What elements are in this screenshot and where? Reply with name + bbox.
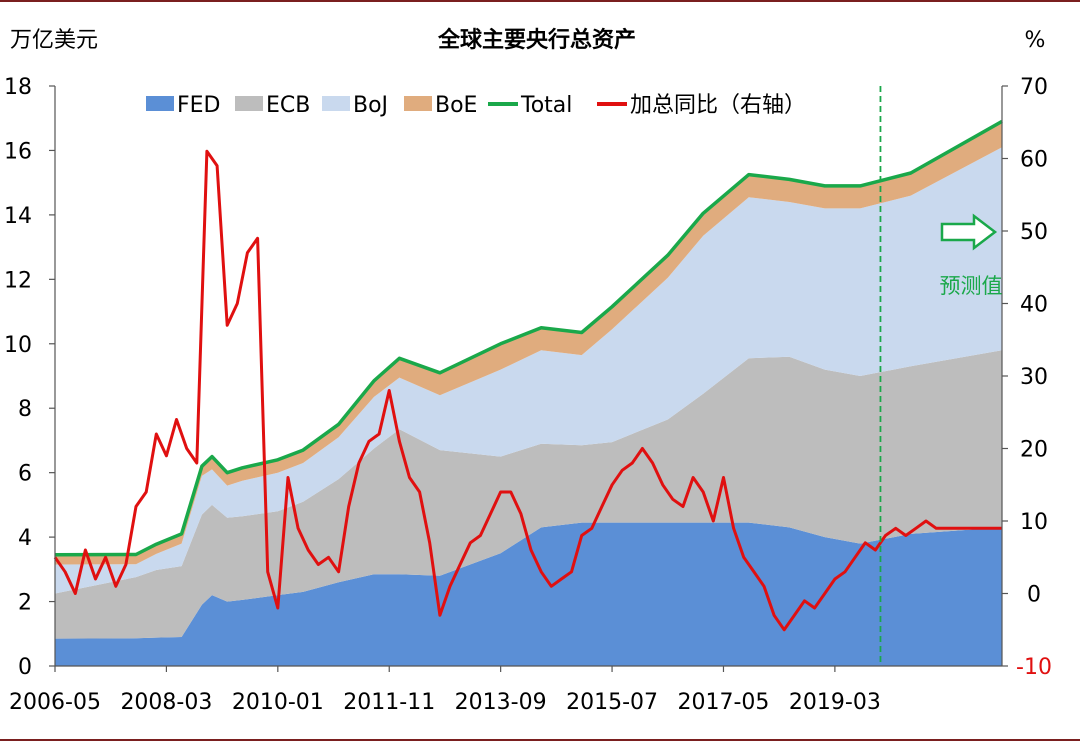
legend-label-boj: BoJ [353,93,388,118]
legend-label-total: Total [520,93,572,118]
left-tick-label: 12 [4,268,32,293]
legend-label-boe: BoE [435,93,477,118]
x-tick-label: 2011-11 [343,690,435,715]
left-tick-label: 14 [4,204,32,229]
chart-title: 全球主要央行总资产 [437,27,636,53]
right-tick-label: -10 [1016,655,1052,680]
left-axis-unit: 万亿美元 [10,28,98,53]
area-boe [55,121,1002,565]
right-tick-label: 10 [1020,510,1048,535]
legend-label-yoy: 加总同比（右轴） [630,93,806,118]
legend-swatch-ecb [235,96,263,111]
area-fed [55,522,1002,666]
x-tick-label: 2019-03 [789,690,881,715]
right-tick-label: 40 [1020,293,1048,318]
legend: FED ECB BoJ BoE Total 加总同比（右轴） [146,93,806,118]
x-tick-label: 2006-05 [9,690,101,715]
tick-labels: 0 2 4 6 8 10 12 14 16 18 -10 0 10 20 30 40 50 60 70 2006-05… [4,75,1052,715]
left-tick-label: 2 [18,591,32,616]
total-series [54,119,1003,557]
legend-swatch-boj [322,96,350,111]
left-tick-label: 0 [18,655,32,680]
left-tick-label: 8 [18,397,32,422]
x-tick-label: 2008-03 [120,690,212,715]
right-tick-label: 20 [1020,438,1048,463]
left-tick-label: 6 [18,462,32,487]
right-tick-label: 70 [1020,75,1048,100]
x-tick-label: 2015-07 [566,690,658,715]
left-tick-label: 4 [18,526,32,551]
right-tick-label: 30 [1020,365,1048,390]
legend-label-fed: FED [177,93,221,118]
forecast-arrow-icon [940,213,998,251]
left-tick-label: 18 [4,75,32,100]
right-axis-unit: % [1025,28,1046,53]
legend-label-ecb: ECB [266,93,310,118]
stacked-areas [55,121,1002,666]
yoy-line [53,149,1002,632]
yoy-series [53,149,1002,632]
x-tick-label: 2010-01 [232,690,324,715]
right-tick-label: 50 [1020,220,1048,245]
x-tick-label: 2013-09 [455,690,547,715]
right-tick-label: 60 [1020,148,1048,173]
forecast-label: 预测值 [940,274,1003,298]
area-boj [55,147,1002,594]
x-tick-label: 2017-05 [678,690,770,715]
legend-swatch-fed [146,96,174,111]
right-tick-label: 0 [1027,583,1041,608]
area-ecb [55,350,1002,639]
legend-swatch-boe [404,96,432,111]
forecast-marker: 预测值 [879,86,1003,666]
total-line [54,119,1003,557]
left-tick-label: 16 [4,139,32,164]
left-tick-label: 10 [4,333,32,358]
